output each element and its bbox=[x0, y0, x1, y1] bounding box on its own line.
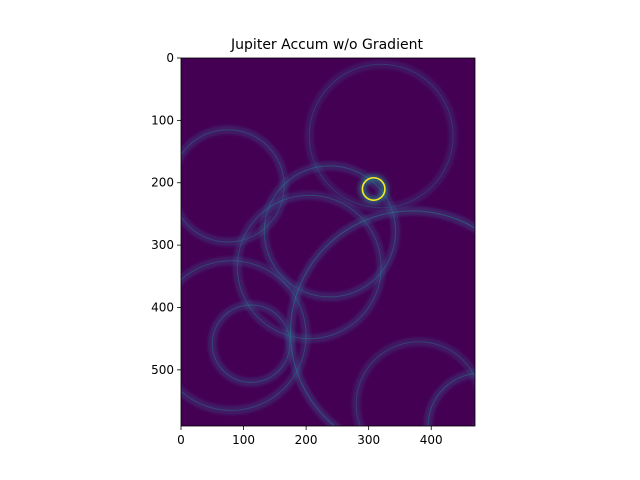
x-tick-label: 400 bbox=[420, 433, 443, 447]
x-tick-label: 200 bbox=[295, 433, 318, 447]
y-tick-label: 300 bbox=[151, 238, 174, 252]
accumulator-ring bbox=[359, 175, 388, 203]
accumulator-ring bbox=[259, 161, 401, 302]
x-tick-label: 300 bbox=[357, 433, 380, 447]
x-tick-label: 100 bbox=[232, 433, 255, 447]
y-tick-label: 100 bbox=[151, 113, 174, 127]
x-tick-label: 0 bbox=[177, 433, 185, 447]
x-axis: 0 100 200 300 400 bbox=[177, 426, 443, 447]
accumulator-ring bbox=[286, 206, 475, 426]
y-tick-label: 0 bbox=[166, 51, 174, 65]
chart-title: Jupiter Accum w/o Gradient bbox=[230, 37, 423, 53]
y-tick-label: 500 bbox=[151, 363, 174, 377]
y-tick-label: 400 bbox=[151, 300, 174, 314]
accumulator-ring bbox=[181, 256, 311, 415]
accumulator-ring bbox=[304, 59, 458, 213]
accumulator-ring bbox=[351, 337, 475, 426]
plot-frame bbox=[180, 57, 476, 427]
heatmap-area bbox=[181, 58, 475, 426]
y-tick-label: 200 bbox=[151, 176, 174, 190]
y-axis: 0 100 200 300 400 500 bbox=[151, 51, 181, 377]
